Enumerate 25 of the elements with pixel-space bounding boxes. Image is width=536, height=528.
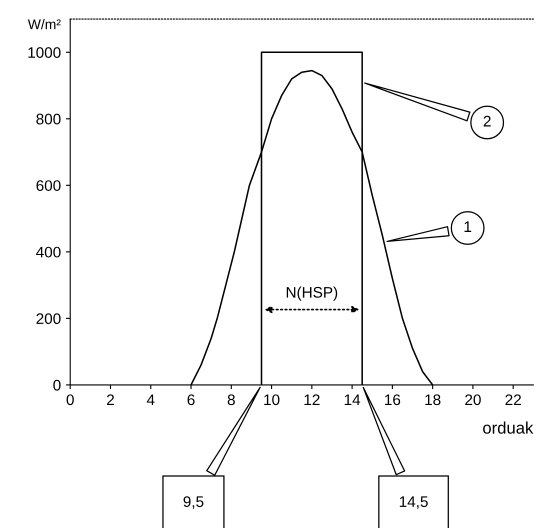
x-tick-label: 14 <box>344 394 360 406</box>
x-tick-label: 6 <box>188 394 195 406</box>
y-tick-label: 800 <box>36 114 61 124</box>
text: 9,5 <box>184 496 204 509</box>
x-tick-label: 20 <box>465 394 481 406</box>
x-axis-title: orduak <box>483 422 534 434</box>
x-tick-label: 2 <box>107 394 114 406</box>
text: 14,5 <box>400 496 428 509</box>
x-tick-label: 0 <box>66 394 74 406</box>
x-tick-label: 16 <box>385 394 400 406</box>
x-tick-label: 10 <box>264 394 280 406</box>
annotation: 1 <box>464 221 472 232</box>
y-axis-title: W/m² <box>28 19 61 30</box>
y-tick-label: 0 <box>53 380 61 391</box>
y-tick-label: 600 <box>36 180 61 192</box>
x-tick-label: 4 <box>146 394 155 406</box>
x-tick-label: 22 <box>505 394 521 406</box>
annotation: N(HSP) <box>286 286 338 301</box>
y-tick-label: 200 <box>36 313 61 324</box>
y-tick-label: 400 <box>36 246 61 258</box>
annotation: 2 <box>484 116 491 126</box>
y-tick-label: 1000 <box>28 47 61 58</box>
x-tick-label: 12 <box>304 394 320 406</box>
x-tick-label: 18 <box>425 394 440 406</box>
x-tick-label: 8 <box>228 394 235 406</box>
